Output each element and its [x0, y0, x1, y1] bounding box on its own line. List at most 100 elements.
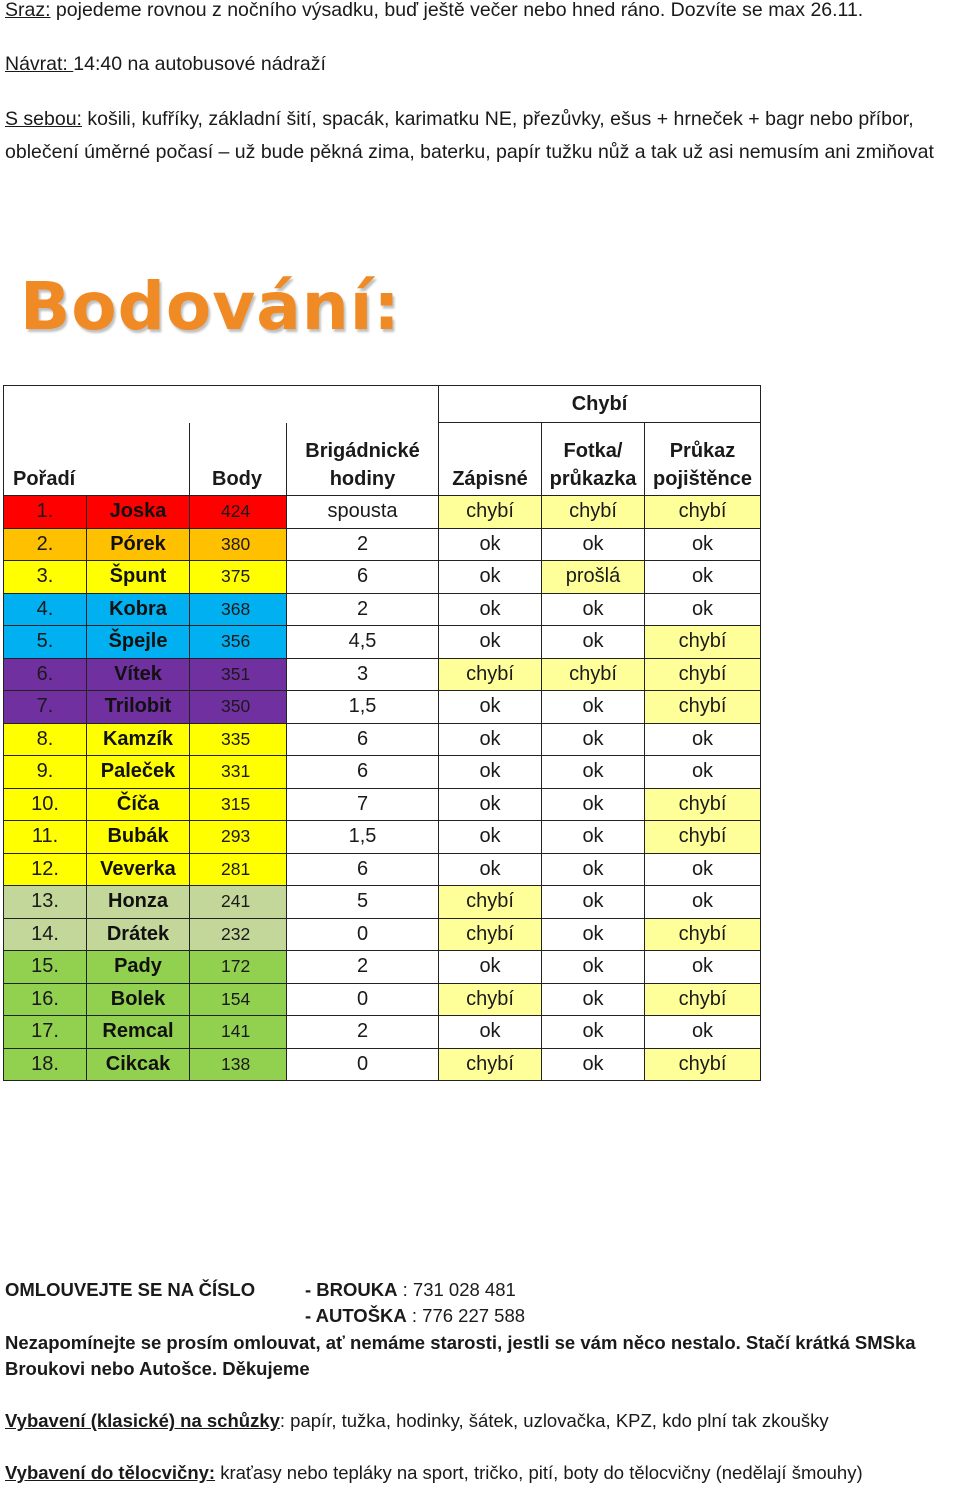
col-photo-line2: průkazka	[549, 468, 637, 490]
points-cell: 335	[189, 722, 287, 756]
table-row: 10. Číča 315 7 ok ok chybí	[3, 787, 761, 821]
photo-cell: ok	[541, 690, 645, 724]
contact-autosek-name: - AUTOŠKA	[305, 1305, 407, 1326]
table-row: 3. Špunt 375 6 ok prošlá ok	[3, 560, 761, 594]
hours-cell: 2	[286, 950, 439, 984]
gym-label: Vybavení do tělocvičny:	[5, 1462, 216, 1483]
photo-cell: ok	[541, 950, 645, 984]
gym-text: kraťasy nebo tepláky na sport, tričko, p…	[215, 1462, 863, 1483]
notebook-cell: ok	[438, 950, 542, 984]
table-row: 17. Remcal 141 2 ok ok ok	[3, 1015, 761, 1049]
points-cell: 356	[189, 625, 287, 659]
hours-cell: 1,5	[286, 690, 439, 724]
insurance-cell: chybí	[644, 787, 761, 821]
table-body: 1. Joska 424 spousta chybí chybí chybí 2. Pórek 3…	[3, 495, 761, 1081]
hours-cell: 4,5	[286, 625, 439, 659]
insurance-cell: chybí	[644, 917, 761, 951]
insurance-cell: ok	[644, 755, 761, 789]
notebook-cell: chybí	[438, 982, 542, 1016]
points-cell: 141	[189, 1015, 287, 1049]
equipment-text: : papír, tužka, hodinky, šátek, uzlovačk…	[279, 1410, 829, 1431]
hours-cell: 0	[286, 917, 439, 951]
name-cell: Špejle	[86, 625, 190, 659]
points-cell: 281	[189, 852, 287, 886]
rank-cell: 15.	[3, 950, 87, 984]
photo-cell: ok	[541, 755, 645, 789]
photo-cell: chybí	[541, 657, 645, 691]
name-cell: Honza	[86, 885, 190, 919]
table-row: 2. Pórek 380 2 ok ok ok	[3, 527, 761, 561]
contact-autosek-number: : 776 227 588	[406, 1305, 526, 1326]
col-photo-line1: Fotka/	[563, 440, 623, 462]
insurance-cell: ok	[644, 885, 761, 919]
points-cell: 351	[189, 657, 287, 691]
apology-label: OMLOUVEJTE SE NA ČÍSLO	[5, 1279, 256, 1300]
packing-label: S sebou:	[5, 108, 82, 130]
photo-cell: chybí	[541, 495, 645, 529]
insurance-cell: ok	[644, 560, 761, 594]
points-cell: 375	[189, 560, 287, 594]
points-cell: 380	[189, 527, 287, 561]
insurance-cell: chybí	[644, 657, 761, 691]
hours-cell: 6	[286, 852, 439, 886]
meeting-text: pojedeme rovnou z nočního výsadku, buď j…	[50, 0, 864, 21]
return-label: Návrat:	[5, 53, 74, 75]
table-row: 14. Drátek 232 0 chybí ok chybí	[3, 917, 761, 951]
table-group-header-row: Chybí	[3, 385, 761, 423]
name-cell: Cikcak	[86, 1047, 190, 1081]
col-insurance-line1: Průkaz	[669, 440, 736, 462]
name-cell: Bolek	[86, 982, 190, 1016]
points-cell: 293	[189, 820, 287, 854]
rank-cell: 4.	[3, 592, 87, 626]
table-row: 15. Pady 172 2 ok ok ok	[3, 950, 761, 984]
notebook-cell: chybí	[438, 885, 542, 919]
points-cell: 368	[189, 592, 287, 626]
notebook-cell: ok	[438, 852, 542, 886]
name-cell: Joska	[86, 495, 190, 529]
apology-block: OMLOUVEJTE SE NA ČÍSLO - BROUKA : 731 028…	[5, 1277, 955, 1329]
rank-cell: 13.	[3, 885, 87, 919]
points-cell: 315	[189, 787, 287, 821]
table-row: 1. Joska 424 spousta chybí chybí chybí	[3, 495, 761, 529]
insurance-cell: chybí	[644, 625, 761, 659]
insurance-cell: ok	[644, 950, 761, 984]
contact-brouk-name: - BROUKA	[305, 1279, 398, 1300]
return-info: Návrat: 14:40 na autobusové nádraží	[5, 48, 955, 81]
rank-cell: 18.	[3, 1047, 87, 1081]
points-cell: 350	[189, 690, 287, 724]
equipment-label: Vybavení (klasické) na schůzky	[5, 1410, 280, 1431]
rank-cell: 7.	[3, 690, 87, 724]
rank-cell: 5.	[3, 625, 87, 659]
photo-cell: ok	[541, 625, 645, 659]
rank-cell: 17.	[3, 1015, 87, 1049]
hours-cell: 5	[286, 885, 439, 919]
insurance-cell: ok	[644, 1015, 761, 1049]
table-row: 5. Špejle 356 4,5 ok ok chybí	[3, 625, 761, 659]
table-row: 9. Paleček 331 6 ok ok ok	[3, 755, 761, 789]
name-cell: Veverka	[86, 852, 190, 886]
hours-cell: 7	[286, 787, 439, 821]
insurance-cell: ok	[644, 592, 761, 626]
name-cell: Špunt	[86, 560, 190, 594]
rank-cell: 11.	[3, 820, 87, 854]
table-row: 8. Kamzík 335 6 ok ok ok	[3, 722, 761, 756]
notebook-cell: chybí	[438, 657, 542, 691]
photo-cell: ok	[541, 787, 645, 821]
hours-cell: 0	[286, 982, 439, 1016]
insurance-cell: ok	[644, 852, 761, 886]
col-hours: Brigádnické hodiny	[286, 422, 439, 496]
empty-group-cell	[3, 385, 439, 423]
hours-cell: 2	[286, 527, 439, 561]
name-cell: Číča	[86, 787, 190, 821]
hours-cell: 0	[286, 1047, 439, 1081]
gym-info: Vybavení do tělocvičny: kraťasy nebo tep…	[5, 1460, 955, 1486]
col-photo: Fotka/průkazka	[541, 422, 645, 496]
rank-cell: 9.	[3, 755, 87, 789]
table-row: 7. Trilobit 350 1,5 ok ok chybí	[3, 690, 761, 724]
rank-cell: 6.	[3, 657, 87, 691]
table-row: 6. Vítek 351 3 chybí chybí chybí	[3, 657, 761, 691]
notebook-cell: ok	[438, 722, 542, 756]
name-cell: Remcal	[86, 1015, 190, 1049]
photo-cell: ok	[541, 722, 645, 756]
points-cell: 154	[189, 982, 287, 1016]
